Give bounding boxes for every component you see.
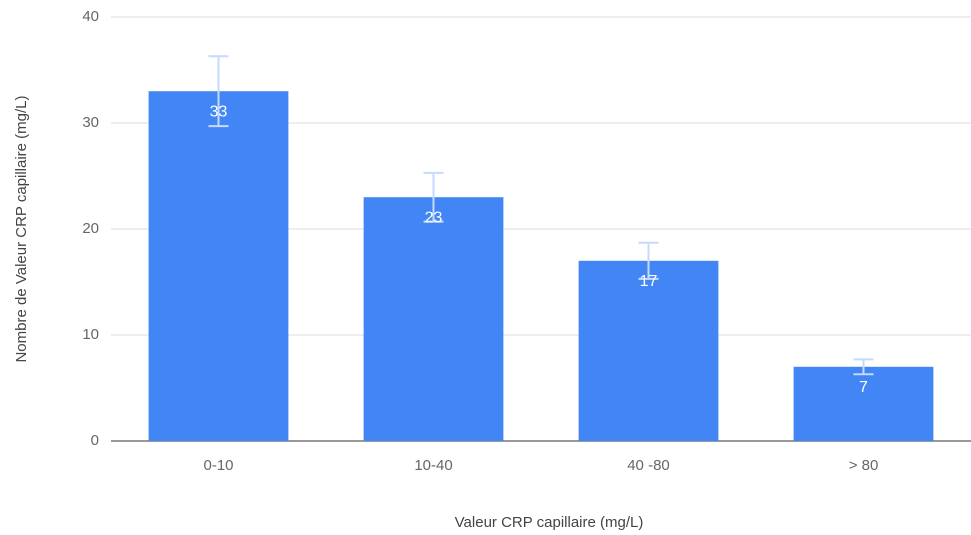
bar — [793, 366, 934, 441]
x-tick-label: 40 -80 — [627, 457, 670, 474]
bar — [578, 260, 719, 441]
error-bar — [853, 358, 874, 376]
y-tick-label: 20 — [82, 220, 99, 237]
y-tick-label: 0 — [91, 432, 99, 449]
bar — [363, 197, 504, 441]
y-tick-label: 30 — [82, 114, 99, 131]
error-bar — [208, 55, 229, 128]
data-label: 7 — [859, 379, 868, 396]
bar — [148, 91, 289, 441]
x-tick-label: > 80 — [849, 457, 879, 474]
error-bar — [638, 241, 659, 280]
x-axis-title: Valeur CRP capillaire (mg/L) — [455, 514, 644, 531]
data-label: 17 — [640, 273, 658, 290]
y-tick-label: 40 — [82, 8, 99, 25]
x-tick-label: 0-10 — [203, 457, 233, 474]
y-tick-label: 10 — [82, 326, 99, 343]
error-bar — [423, 171, 444, 223]
data-label: 23 — [425, 209, 443, 226]
x-tick-label: 10-40 — [414, 457, 452, 474]
y-axis-title: Nombre de Valeur CRP capillaire (mg/L) — [13, 95, 30, 362]
data-label: 33 — [210, 103, 228, 120]
